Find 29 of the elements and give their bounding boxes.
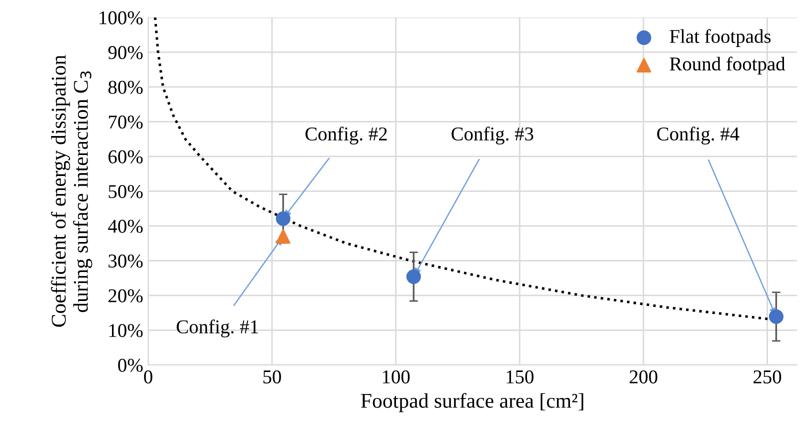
legend-label: Round footpad xyxy=(670,56,786,74)
point xyxy=(276,229,290,244)
x-tick-label: 250 xyxy=(754,370,782,384)
annotation: Config. #3 xyxy=(452,126,534,145)
y-tick-label: 40% xyxy=(108,220,143,233)
point xyxy=(406,269,421,284)
y-tick-label: 90% xyxy=(108,46,143,60)
y-tick-label: 30% xyxy=(108,254,143,268)
y-tick-label: 10% xyxy=(109,324,143,338)
point xyxy=(276,211,290,226)
annotation: Config. #1 xyxy=(176,320,258,338)
y-axis-title: Coefficient of energy dissipation during surface interaction C$_{3}$ xyxy=(50,55,92,327)
y-tick-label: 20% xyxy=(108,289,143,302)
y-tick-label: 100% xyxy=(100,11,143,24)
annotation: Config. #2 xyxy=(306,126,387,145)
y-tick-label: 0% xyxy=(118,358,143,372)
x-tick-label: 50 xyxy=(263,370,281,384)
y-tick-label: 60% xyxy=(108,150,143,164)
y-tick-label: 50% xyxy=(108,185,143,198)
x-tick-label: 200 xyxy=(630,370,658,384)
annotation: Config. #4 xyxy=(657,126,740,145)
x-tick-label: 0 xyxy=(144,370,152,384)
x-tick-label: 100 xyxy=(382,370,410,384)
x-axis-title: Footpad surface area [cm²] xyxy=(361,392,584,412)
y-tick-label: 80% xyxy=(108,80,143,94)
x-tick-label: 150 xyxy=(506,370,534,384)
y-tick-label: 70% xyxy=(108,116,143,129)
legend-label: Flat footpads xyxy=(670,29,771,47)
point xyxy=(768,309,784,324)
